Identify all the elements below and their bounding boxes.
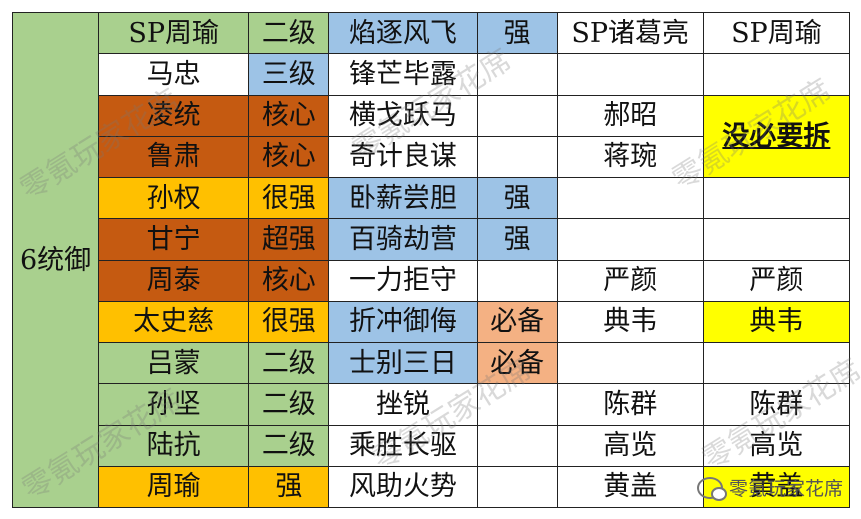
hero-name: 周泰 <box>98 259 250 302</box>
wechat-icon <box>696 476 727 501</box>
sp-zhuge-cell <box>556 218 704 261</box>
table-row: 周泰 核心 一力拒守 严颜 严颜 <box>13 259 851 302</box>
sp-zhouyu-cell: 陈群 <box>702 383 851 426</box>
sp-zhouyu-cell: 严颜 <box>702 259 851 302</box>
hero-name: 吕蒙 <box>98 341 250 385</box>
table-row: 周瑜 强 风助火势 黄盖 黄盖 <box>13 465 851 509</box>
skill-tag <box>476 53 558 96</box>
table-row: 孙坚 二级 挫锐 陈群 陈群 <box>13 383 851 426</box>
skill-name: 奇计良谋 <box>328 135 478 179</box>
skill-tag: 必备 <box>476 300 558 344</box>
hero-name: 甘宁 <box>98 218 250 261</box>
hero-grade: 很强 <box>248 300 330 344</box>
skill-name: 焰逐风飞 <box>328 11 478 55</box>
hero-grade: 二级 <box>248 424 330 467</box>
hero-name: 周瑜 <box>98 465 250 509</box>
sp-zhouyu-cell <box>702 218 851 261</box>
skill-name: 百骑劫营 <box>328 218 478 261</box>
skill-tag <box>476 465 558 509</box>
hero-grade: 很强 <box>248 176 330 220</box>
hero-name: 凌统 <box>98 94 250 137</box>
corner-watermark-text: 零氪玩家花席 <box>728 478 843 500</box>
skill-name: 锋芒毕露 <box>328 53 478 96</box>
sp-zhouyu-cell <box>702 341 851 385</box>
sp-zhouyu-header: SP周瑜 <box>702 11 851 55</box>
hero-grade: 二级 <box>248 341 330 385</box>
skill-tag <box>476 259 558 302</box>
skill-table: 6统御 SP周瑜 二级 焰逐风飞 强 SP诸葛亮 SP周瑜 马忠 三级 锋芒毕露… <box>11 11 851 509</box>
sp-zhouyu-cell <box>702 176 851 220</box>
table-row: 凌统 核心 横戈跃马 郝昭 没必要拆 <box>13 94 851 178</box>
skill-tag <box>476 94 558 137</box>
skill-name: 乘胜长驱 <box>328 424 478 467</box>
sp-zhuge-cell: 蒋琬 <box>556 135 704 179</box>
sp-zhuge-cell <box>556 53 704 96</box>
sp-zhuge-header: SP诸葛亮 <box>556 11 704 55</box>
table-row: 马忠 三级 锋芒毕露 <box>13 53 851 96</box>
sp-zhuge-cell: 严颜 <box>556 259 704 302</box>
hero-grade: 三级 <box>248 53 330 96</box>
hero-grade: 二级 <box>248 383 330 426</box>
hero-name: 太史慈 <box>98 300 250 344</box>
hero-name: 陆抗 <box>98 424 250 467</box>
sp-zhouyu-cell: 高览 <box>702 424 851 467</box>
hero-name: 鲁肃 <box>98 135 250 179</box>
skill-name: 折冲御侮 <box>328 300 478 344</box>
hero-name: SP周瑜 <box>98 11 250 55</box>
skill-tag <box>476 424 558 467</box>
table-row: 6统御 SP周瑜 二级 焰逐风飞 强 SP诸葛亮 SP周瑜 <box>11 11 851 508</box>
skill-tag: 强 <box>476 176 558 220</box>
sp-zhuge-cell: 郝昭 <box>556 94 704 137</box>
table-row: 吕蒙 二级 士别三日 必备 <box>13 341 851 385</box>
corner-watermark: 零氪玩家花席 <box>696 474 843 501</box>
sp-zhouyu-cell: 典韦 <box>702 300 851 344</box>
skill-name: 一力拒守 <box>328 259 478 302</box>
skill-name: 卧薪尝胆 <box>328 176 478 220</box>
skill-tag: 强 <box>476 11 558 55</box>
skill-tag <box>476 135 558 179</box>
skill-tag: 强 <box>476 218 558 261</box>
hero-grade: 核心 <box>248 94 330 137</box>
skill-name: 风助火势 <box>328 465 478 509</box>
sp-zhuge-cell: 典韦 <box>556 300 704 344</box>
hero-grade: 超强 <box>248 218 330 261</box>
side-label: 6统御 <box>11 12 100 508</box>
skill-name: 横戈跃马 <box>328 94 478 137</box>
table-row: 陆抗 二级 乘胜长驱 高览 高览 <box>13 424 851 467</box>
sp-zhuge-cell <box>556 341 704 385</box>
table-row: 鲁肃 核心 奇计良谋 蒋琬 <box>13 135 850 179</box>
hero-grade: 二级 <box>248 11 330 55</box>
table-row: 孙权 很强 卧薪尝胆 强 <box>13 176 851 220</box>
hero-name: 马忠 <box>98 53 250 96</box>
skill-tag: 必备 <box>476 341 558 385</box>
hero-grade: 核心 <box>248 259 330 302</box>
sp-zhuge-cell: 黄盖 <box>556 465 704 509</box>
sp-zhuge-cell <box>556 176 704 220</box>
hero-name: 孙权 <box>98 176 250 220</box>
hero-grade: 强 <box>248 465 330 509</box>
sp-zhuge-cell: 陈群 <box>556 383 704 426</box>
skill-name: 士别三日 <box>328 341 478 385</box>
table-row: 甘宁 超强 百骑劫营 强 <box>13 218 851 261</box>
sp-zhouyu-cell <box>702 53 851 96</box>
hero-grade: 核心 <box>248 135 330 179</box>
sp-zhuge-cell: 高览 <box>556 424 704 467</box>
skill-name: 挫锐 <box>328 383 478 426</box>
sp-zhouyu-cell: 黄盖 <box>702 465 851 509</box>
table-row: 太史慈 很强 折冲御侮 必备 典韦 典韦 <box>13 300 851 344</box>
sp-zhouyu-note: 没必要拆 <box>702 94 851 178</box>
hero-name: 孙坚 <box>98 383 250 426</box>
skill-tag <box>476 383 558 426</box>
